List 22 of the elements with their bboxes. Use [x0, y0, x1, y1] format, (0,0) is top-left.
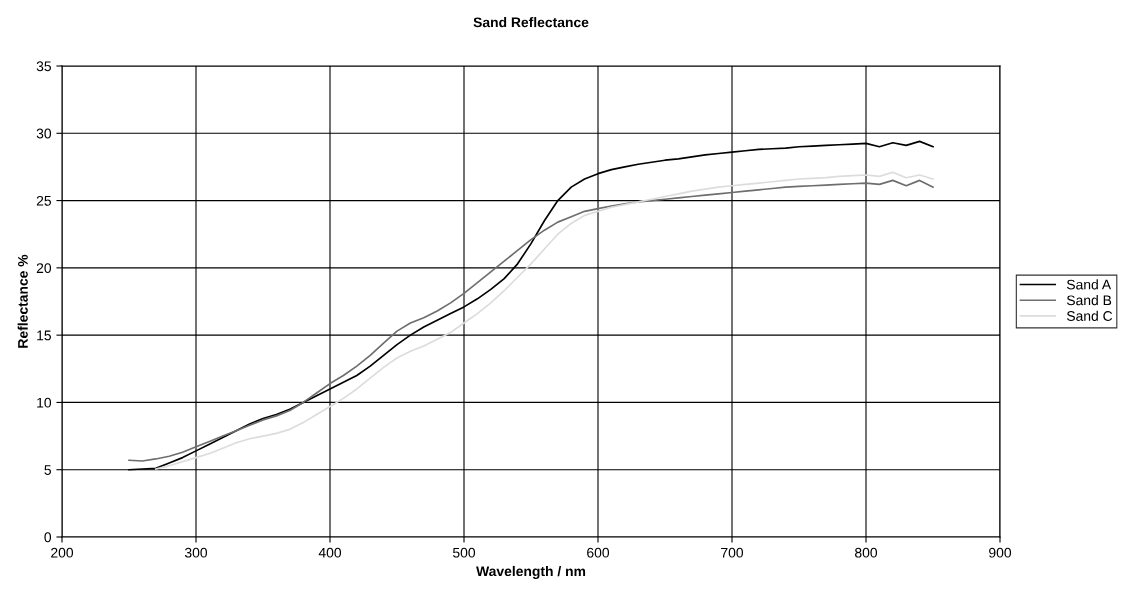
y-tick-label: 0 [44, 532, 52, 543]
y-tick-label: 5 [44, 465, 51, 475]
y-tick-label: 30 [36, 128, 52, 139]
y-tick-label: 35 [36, 61, 51, 72]
x-tick-label: 200 [51, 547, 74, 558]
y-tick-label: 15 [37, 330, 51, 341]
x-tick-label: 300 [184, 547, 208, 558]
x-tick-label: 600 [587, 547, 610, 558]
legend-label: Sand A [1066, 279, 1112, 290]
legend-label: Sand C [1066, 310, 1113, 321]
y-axis-title: Reflectance % [17, 254, 28, 348]
x-tick-label: 800 [855, 547, 878, 558]
chart-title: Sand Reflectance [473, 17, 589, 28]
legend-label: Sand B [1066, 295, 1112, 306]
y-tick-label: 25 [36, 195, 51, 206]
x-tick-label: 400 [318, 547, 342, 558]
y-tick-label: 20 [36, 263, 52, 274]
x-axis-title: Wavelength / nm [476, 565, 586, 579]
x-tick-label: 500 [452, 547, 476, 558]
x-tick-label: 900 [989, 547, 1012, 558]
y-tick-label: 10 [37, 397, 52, 408]
x-tick-label: 700 [721, 547, 744, 558]
